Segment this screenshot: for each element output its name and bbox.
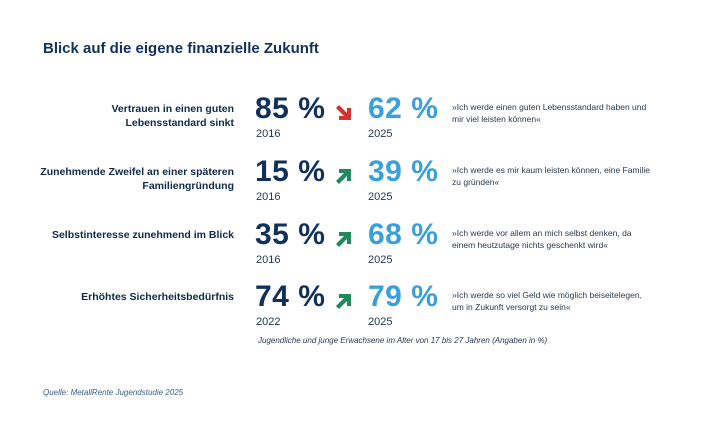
new-value: 79 % bbox=[368, 280, 439, 313]
new-year-label: 2025 bbox=[368, 191, 393, 203]
new-year-label: 2025 bbox=[368, 128, 393, 140]
old-value: 35 % bbox=[255, 218, 326, 251]
old-value: 85 % bbox=[255, 92, 326, 125]
old-year-label: 2016 bbox=[256, 191, 281, 203]
table-row: Zunehmende Zweifel an einer späteren Fam… bbox=[0, 155, 720, 235]
arrow-up-right-icon bbox=[336, 294, 351, 309]
row-label: Vertrauen in einen guten Lebensstandard … bbox=[111, 103, 234, 129]
old-value: 74 % bbox=[255, 280, 326, 313]
new-year-label: 2025 bbox=[368, 254, 393, 266]
new-value: 39 % bbox=[368, 155, 439, 188]
old-value: 15 % bbox=[255, 155, 326, 188]
quote-text: »Ich werde so viel Geld wie möglich beis… bbox=[452, 290, 642, 312]
old-year-label: 2022 bbox=[256, 316, 281, 328]
new-value: 62 % bbox=[368, 92, 439, 125]
table-row: Vertrauen in einen guten Lebensstandard … bbox=[0, 92, 720, 172]
arrow-up-right-icon bbox=[336, 232, 351, 247]
old-year-label: 2016 bbox=[256, 254, 281, 266]
quote-text: »Ich werde es mir kaum leisten können, e… bbox=[452, 165, 650, 187]
footnote: Jugendliche und junge Erwachsene im Alte… bbox=[258, 336, 548, 345]
table-row: Erhöhtes Sicherheitsbedürfnis 74 % 2022 79 … bbox=[0, 280, 720, 360]
source-note: Quelle: MetallRente Jugendstudie 2025 bbox=[43, 388, 184, 397]
row-label: Erhöhtes Sicherheitsbedürfnis bbox=[81, 291, 234, 303]
old-year-label: 2016 bbox=[256, 128, 281, 140]
quote-text: »Ich werde vor allem an mich selbst denk… bbox=[452, 228, 632, 250]
row-label: Selbstinteresse zunehmend im Blick bbox=[51, 229, 234, 241]
new-value: 68 % bbox=[368, 218, 439, 251]
quote-text: »Ich werde einen guten Lebensstandard ha… bbox=[452, 102, 647, 124]
arrow-up-right-icon bbox=[336, 169, 351, 184]
row-label: Zunehmende Zweifel an einer späteren Fam… bbox=[40, 166, 234, 192]
table-row: Selbstinteresse zunehmend im Blick 35 % 20… bbox=[0, 218, 720, 298]
chart-title: Blick auf die eigene finanzielle Zukunft bbox=[43, 40, 319, 57]
new-year-label: 2025 bbox=[368, 316, 393, 328]
arrow-down-right-icon bbox=[336, 105, 351, 120]
